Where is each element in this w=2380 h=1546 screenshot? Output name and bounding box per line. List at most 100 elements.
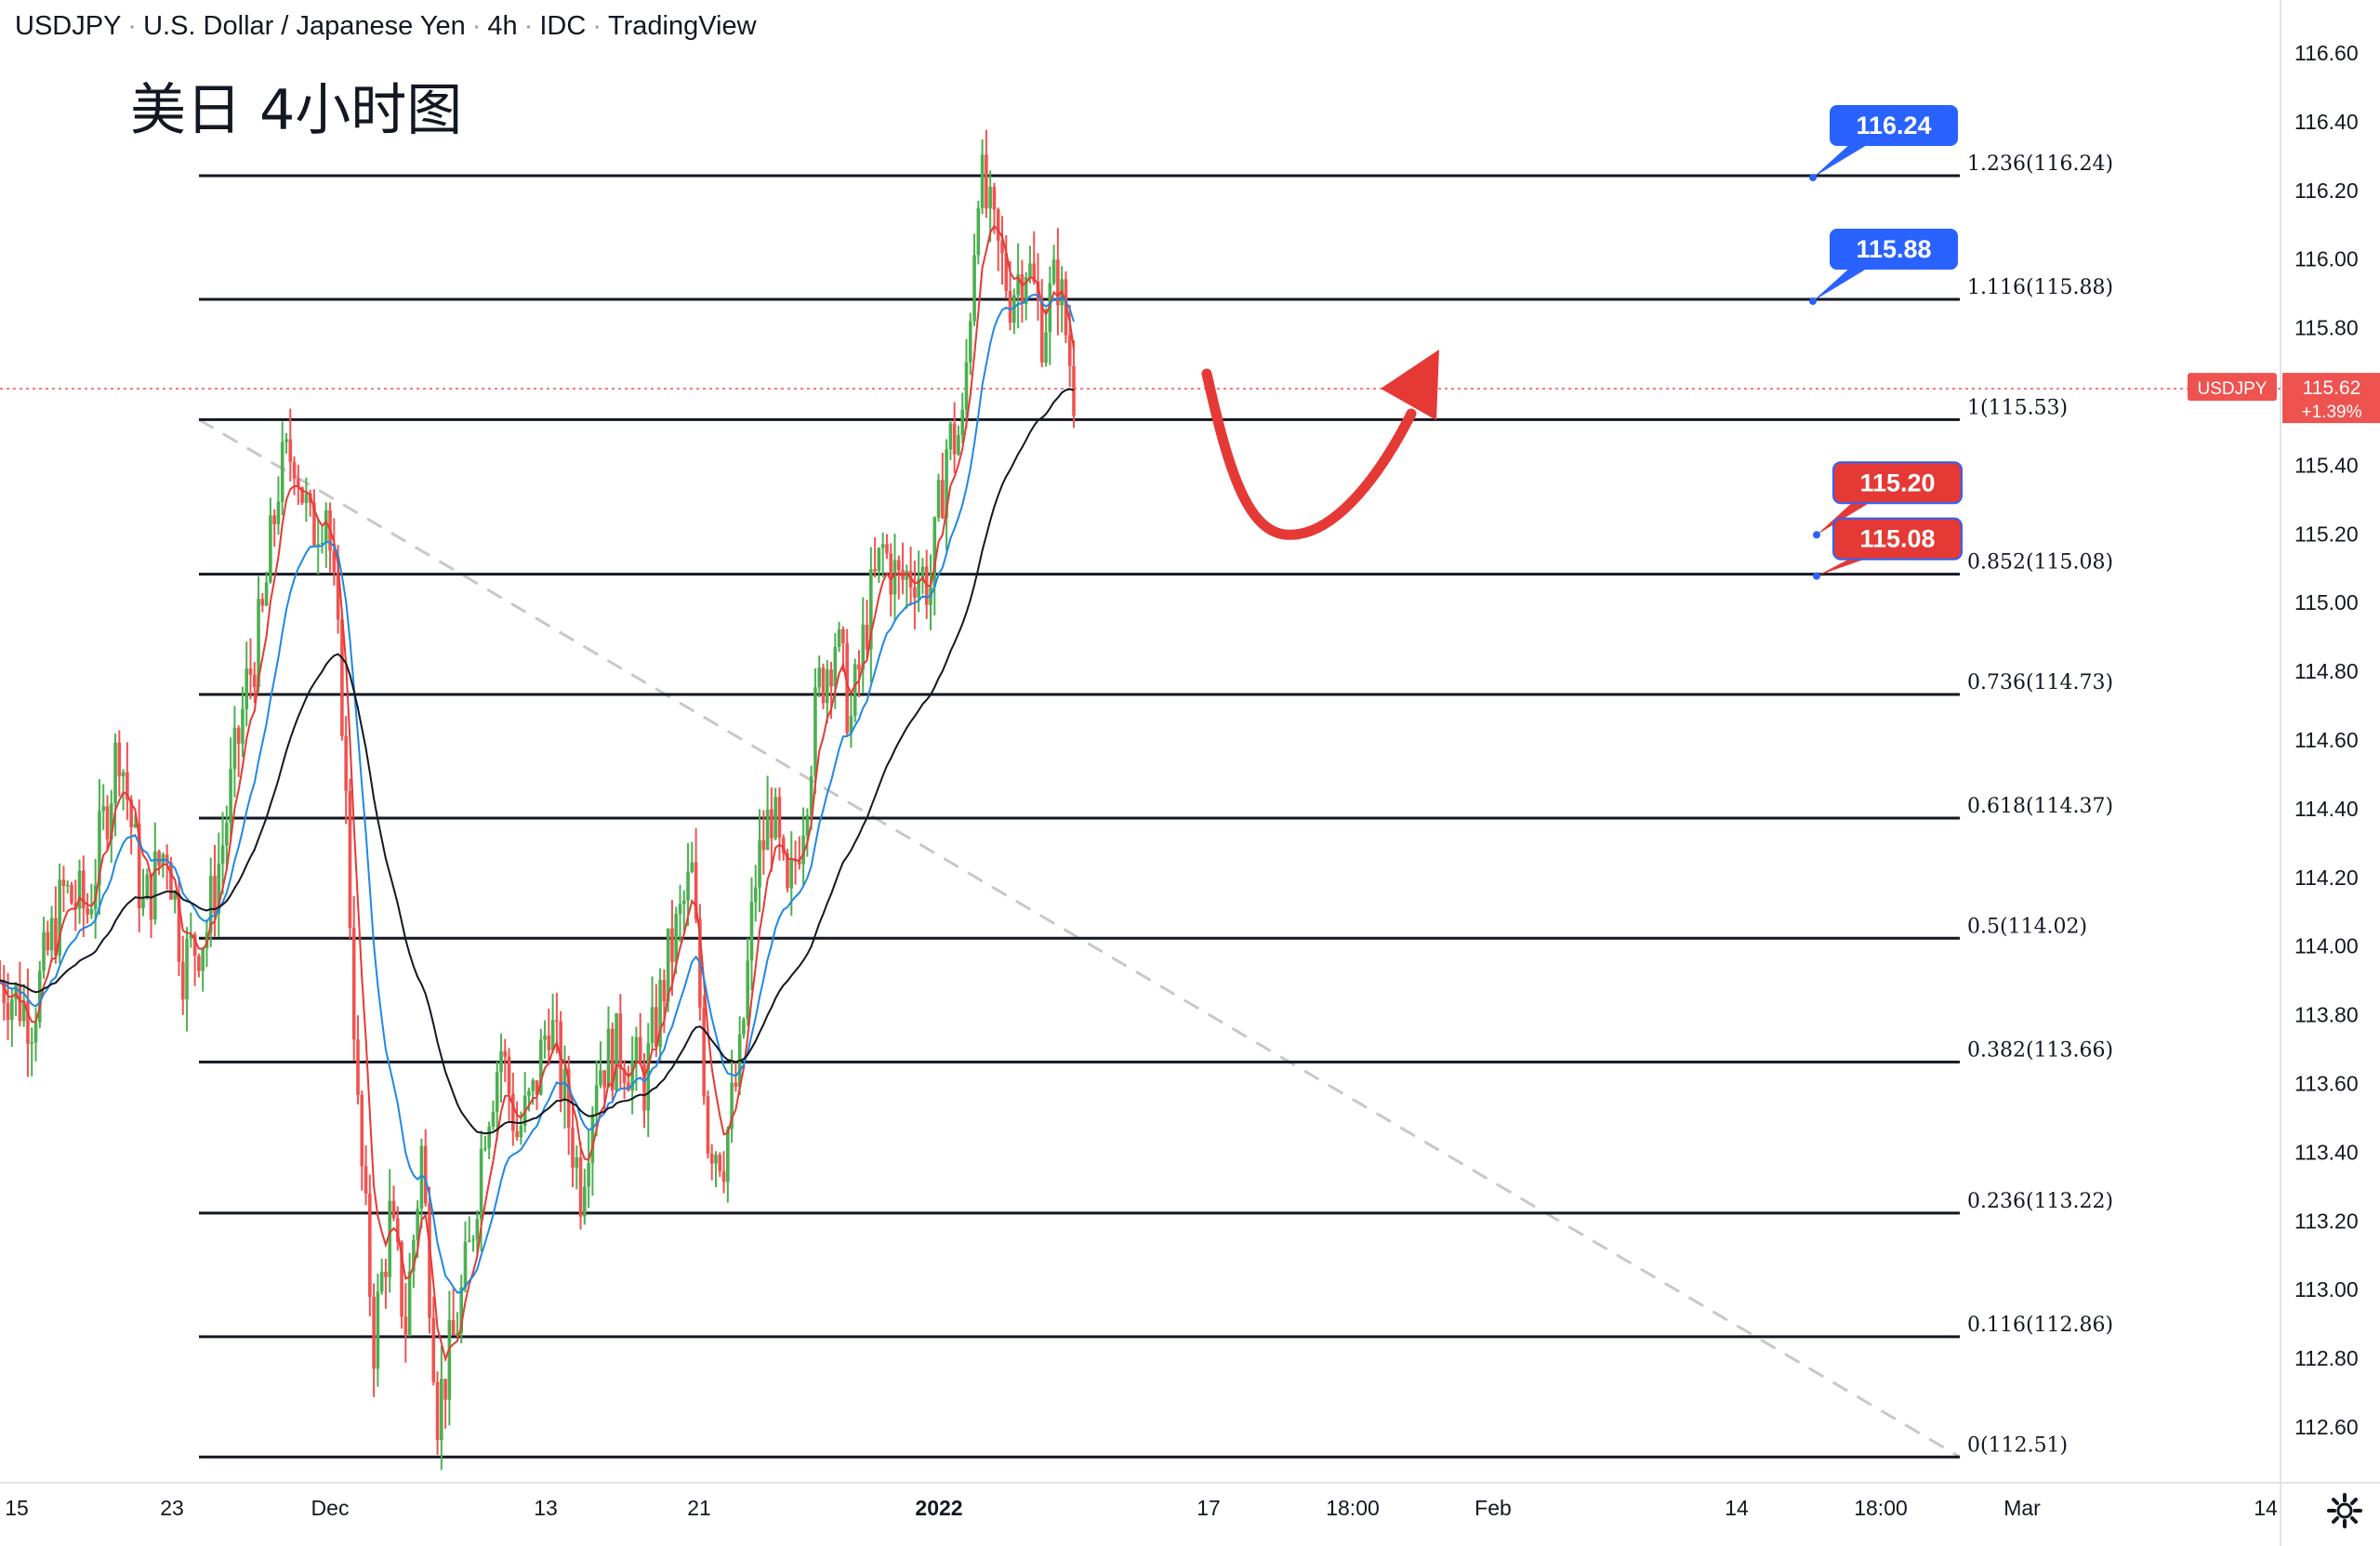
candle-body[interactable] — [483, 1147, 487, 1150]
candle-body[interactable] — [960, 409, 965, 436]
candle-body[interactable] — [798, 861, 801, 865]
candle-body[interactable] — [208, 876, 213, 933]
candle-body[interactable] — [686, 871, 690, 901]
candle-body[interactable] — [845, 642, 849, 733]
symbol-ticker[interactable]: USDJPY — [15, 11, 122, 41]
candle-body[interactable] — [1008, 290, 1012, 324]
candle-body[interactable] — [248, 668, 253, 675]
candle-body[interactable] — [18, 984, 22, 1022]
price-callout-box[interactable] — [1830, 105, 1958, 147]
candle-body[interactable] — [1028, 263, 1032, 278]
candle-body[interactable] — [892, 560, 897, 595]
candle-body[interactable] — [714, 1155, 718, 1164]
candle-body[interactable] — [467, 1240, 471, 1242]
candle-body[interactable] — [873, 569, 877, 572]
candle-body[interactable] — [340, 619, 344, 736]
candle-body[interactable] — [165, 854, 169, 863]
candle-body[interactable] — [185, 938, 189, 1000]
candle-body[interactable] — [213, 876, 217, 914]
candle-body[interactable] — [257, 599, 260, 688]
candle-body[interactable] — [113, 742, 117, 804]
candle-body[interactable] — [379, 1272, 384, 1292]
candle-body[interactable] — [964, 362, 969, 410]
candle-body[interactable] — [634, 1037, 639, 1061]
candle-body[interactable] — [77, 870, 82, 909]
candle-body[interactable] — [578, 1156, 583, 1217]
candle-body[interactable] — [180, 961, 185, 1000]
candle-body[interactable] — [1072, 365, 1076, 416]
candle-body[interactable] — [674, 914, 679, 962]
candle-body[interactable] — [503, 1050, 508, 1057]
candle-body[interactable] — [841, 628, 845, 643]
candle-body[interactable] — [499, 1050, 503, 1073]
candle-body[interactable] — [670, 928, 674, 962]
candle-body[interactable] — [304, 493, 309, 503]
candle-body[interactable] — [746, 960, 750, 1020]
candle-body[interactable] — [571, 1128, 575, 1168]
candle-body[interactable] — [280, 442, 284, 502]
candle-body[interactable] — [423, 1145, 428, 1204]
candle-body[interactable] — [913, 587, 917, 598]
candle-body[interactable] — [519, 1125, 523, 1138]
candle-body[interactable] — [348, 790, 352, 928]
candle-body[interactable] — [14, 984, 18, 999]
candle-body[interactable] — [153, 851, 157, 920]
candle-body[interactable] — [30, 1042, 34, 1044]
candle-body[interactable] — [853, 664, 857, 717]
candle-body[interactable] — [948, 423, 953, 450]
candle-body[interactable] — [344, 735, 348, 791]
candle-body[interactable] — [849, 716, 853, 733]
candle-body[interactable] — [777, 797, 782, 839]
candle-body[interactable] — [61, 879, 66, 886]
candle-body[interactable] — [869, 569, 873, 650]
candle-body[interactable] — [789, 858, 794, 889]
candle-body[interactable] — [6, 1003, 10, 1021]
candle-body[interactable] — [957, 435, 960, 455]
candle-body[interactable] — [952, 423, 957, 455]
candle-body[interactable] — [690, 862, 694, 872]
candle-body[interactable] — [1020, 274, 1025, 304]
candle-body[interactable] — [543, 1035, 547, 1040]
candle-body[interactable] — [718, 1155, 722, 1172]
candle-body[interactable] — [105, 806, 110, 839]
price-callout-box[interactable] — [1832, 461, 1963, 505]
candle-body[interactable] — [996, 209, 1000, 241]
candle-body[interactable] — [440, 1379, 443, 1440]
candle-body[interactable] — [197, 956, 201, 971]
candle-body[interactable] — [917, 578, 920, 598]
candle-body[interactable] — [985, 154, 988, 209]
candle-body[interactable] — [169, 862, 173, 900]
candle-body[interactable] — [968, 321, 972, 363]
candle-body[interactable] — [889, 553, 893, 595]
candle-body[interactable] — [324, 509, 328, 543]
candle-body[interactable] — [678, 904, 682, 915]
candle-body[interactable] — [1044, 332, 1048, 363]
candle-body[interactable] — [642, 1064, 646, 1111]
candle-body[interactable] — [1032, 263, 1037, 282]
candle-body[interactable] — [627, 1082, 630, 1090]
candle-body[interactable] — [825, 669, 829, 704]
candle-body[interactable] — [1048, 283, 1052, 333]
candle-body[interactable] — [288, 439, 293, 462]
candle-body[interactable] — [435, 1381, 440, 1440]
candle-body[interactable] — [252, 674, 257, 688]
candle-body[interactable] — [126, 772, 129, 800]
candle-body[interactable] — [495, 1072, 499, 1112]
candle-body[interactable] — [141, 898, 145, 909]
candle-body[interactable] — [587, 1163, 590, 1187]
candle-body[interactable] — [260, 599, 265, 606]
candle-body[interactable] — [730, 1082, 734, 1130]
candle-body[interactable] — [475, 1219, 480, 1240]
candle-body[interactable] — [189, 934, 193, 939]
candle-body[interactable] — [26, 1000, 30, 1044]
candle-body[interactable] — [456, 1332, 459, 1335]
candle-body[interactable] — [865, 624, 869, 650]
candle-body[interactable] — [550, 1020, 555, 1050]
candle-body[interactable] — [2, 980, 7, 1004]
candle-body[interactable] — [1000, 240, 1004, 254]
candle-body[interactable] — [535, 1080, 539, 1095]
candle-body[interactable] — [590, 1114, 595, 1164]
candle-body[interactable] — [976, 207, 981, 256]
candle-body[interactable] — [709, 1153, 714, 1164]
